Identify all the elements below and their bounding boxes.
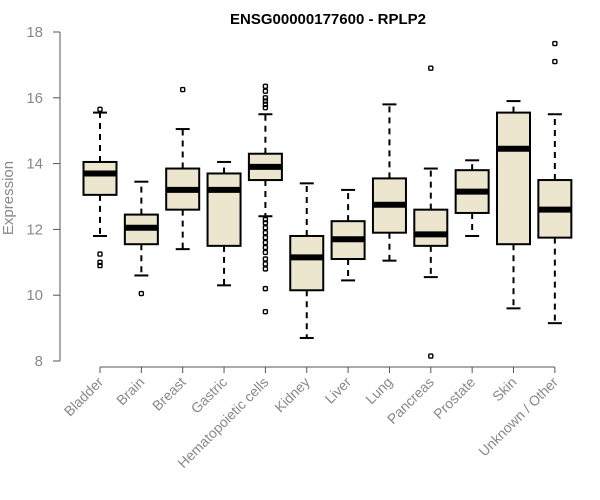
outlier-point: [262, 95, 269, 101]
outlier-point: [138, 290, 145, 297]
outlier-point: [552, 40, 558, 47]
outlier-point: [262, 234, 269, 241]
y-tick-label: 14: [26, 156, 43, 173]
outlier-point: [97, 251, 103, 257]
y-tick-label: 16: [26, 90, 43, 107]
box-group: [247, 83, 283, 315]
box: [496, 111, 531, 246]
y-tick-label: 12: [26, 221, 43, 238]
box-group: [496, 100, 531, 310]
x-tick-label: Lung: [362, 374, 395, 407]
outlier-point: [262, 239, 269, 246]
outlier-point: [262, 216, 269, 223]
box-group: [413, 65, 449, 359]
outlier-point: [97, 262, 103, 269]
x-tick-label: Liver: [321, 374, 354, 407]
plot-area: [82, 40, 573, 359]
box: [206, 172, 242, 247]
x-tick-label: Brain: [113, 374, 147, 408]
outlier-point: [262, 244, 269, 251]
box-group: [123, 180, 159, 297]
outlier-point: [262, 88, 269, 94]
outlier-point: [262, 83, 269, 89]
outlier-point: [262, 266, 269, 272]
outlier-point: [262, 98, 269, 104]
x-tick-label: Skin: [489, 374, 520, 405]
x-tick-label: Breast: [149, 374, 189, 414]
y-tick-label: 10: [26, 287, 43, 304]
outlier-point: [262, 104, 269, 111]
y-axis: 8 10 12 14 16 18: [26, 24, 61, 370]
outlier-point: [179, 86, 186, 93]
box-group: [82, 106, 118, 269]
outlier-point: [262, 285, 269, 292]
outlier-point: [262, 308, 269, 315]
box-group: [537, 40, 573, 325]
outlier-point: [552, 58, 558, 65]
outlier-point: [97, 106, 103, 113]
chart-title: ENSG00000177600 - RPLP2: [230, 11, 426, 28]
outlier-point: [428, 353, 434, 359]
outlier-point: [262, 220, 269, 226]
box-group: [371, 103, 407, 262]
outlier-point: [262, 256, 269, 262]
outlier-point: [262, 249, 269, 256]
box: [413, 208, 449, 247]
x-tick-label: Bladder: [61, 374, 107, 420]
x-tick-label: Kidney: [271, 374, 313, 416]
box: [82, 160, 118, 196]
x-tick-label: Prostate: [430, 374, 478, 422]
box-group: [206, 160, 242, 287]
outlier-point: [97, 259, 103, 265]
y-tick-label: 18: [26, 24, 43, 41]
box: [289, 234, 325, 292]
outlier-point: [262, 229, 269, 236]
box-group: [289, 182, 325, 339]
outlier-point: [262, 101, 269, 108]
y-axis-label: Expression: [0, 161, 17, 235]
outlier-point: [262, 225, 269, 231]
outlier-point: [262, 261, 269, 267]
outlier-point: [428, 65, 434, 71]
box-group: [165, 86, 201, 251]
box-group: [330, 188, 366, 282]
box-group: [454, 159, 490, 237]
y-tick-label: 8: [35, 353, 43, 370]
